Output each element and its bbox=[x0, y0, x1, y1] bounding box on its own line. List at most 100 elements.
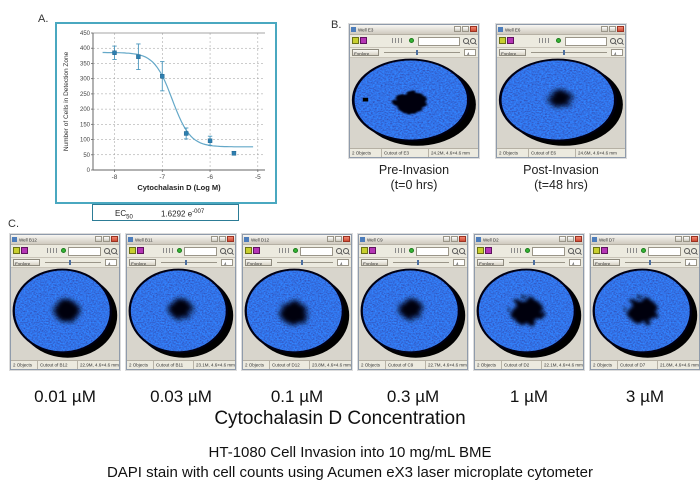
slider-handle[interactable] bbox=[562, 50, 565, 55]
maximize-button[interactable] bbox=[335, 236, 342, 242]
maximize-button[interactable] bbox=[103, 236, 110, 242]
zoom-in-icon[interactable] bbox=[610, 38, 616, 44]
minimize-button[interactable] bbox=[559, 236, 566, 242]
minimize-button[interactable] bbox=[675, 236, 682, 242]
zoom-in-icon[interactable] bbox=[568, 248, 574, 254]
close-button[interactable] bbox=[343, 236, 350, 242]
minimize-button[interactable] bbox=[95, 236, 102, 242]
histogram-icon[interactable] bbox=[162, 248, 173, 253]
zoom-in-icon[interactable] bbox=[104, 248, 110, 254]
zoom-slider[interactable] bbox=[393, 260, 449, 265]
toolbar-field[interactable] bbox=[532, 247, 565, 256]
histogram-icon[interactable] bbox=[510, 248, 521, 253]
maximize-button[interactable] bbox=[609, 26, 616, 32]
zoom-slider[interactable] bbox=[384, 50, 460, 55]
channel-yellow-icon[interactable] bbox=[13, 247, 20, 254]
channel-magenta-icon[interactable] bbox=[137, 247, 144, 254]
zoom-slider[interactable] bbox=[531, 50, 607, 55]
histogram-icon[interactable] bbox=[539, 38, 550, 43]
close-button[interactable] bbox=[575, 236, 582, 242]
toolbar-field[interactable] bbox=[416, 247, 449, 256]
toolbar-field[interactable] bbox=[184, 247, 217, 256]
histogram-icon[interactable] bbox=[46, 248, 57, 253]
channel-magenta-icon[interactable] bbox=[485, 247, 492, 254]
explore-button[interactable]: Explore... bbox=[129, 259, 156, 266]
zoom-out-icon[interactable] bbox=[691, 248, 697, 254]
toolbar-field[interactable] bbox=[648, 247, 681, 256]
zoom-in-icon[interactable] bbox=[463, 38, 469, 44]
maximize-button[interactable] bbox=[451, 236, 458, 242]
window-titlebar[interactable]: Well C9 bbox=[359, 235, 467, 245]
channel-yellow-icon[interactable] bbox=[361, 247, 368, 254]
minimize-button[interactable] bbox=[443, 236, 450, 242]
close-button[interactable] bbox=[111, 236, 118, 242]
zoom-out-icon[interactable] bbox=[343, 248, 349, 254]
maximize-button[interactable] bbox=[462, 26, 469, 32]
explore-button[interactable]: Explore... bbox=[245, 259, 272, 266]
histogram-icon[interactable] bbox=[278, 248, 289, 253]
zoom-in-icon[interactable] bbox=[684, 248, 690, 254]
maximize-button[interactable] bbox=[683, 236, 690, 242]
minimize-button[interactable] bbox=[601, 26, 608, 32]
minimize-button[interactable] bbox=[454, 26, 461, 32]
maximize-button[interactable] bbox=[219, 236, 226, 242]
window-titlebar[interactable]: Well B11 bbox=[127, 235, 235, 245]
minimize-button[interactable] bbox=[211, 236, 218, 242]
channel-yellow-icon[interactable] bbox=[245, 247, 252, 254]
close-button[interactable] bbox=[470, 26, 477, 32]
toolbar-field[interactable] bbox=[68, 247, 101, 256]
zoom-slider[interactable] bbox=[45, 260, 101, 265]
window-titlebar[interactable]: Well D12 bbox=[243, 235, 351, 245]
channel-magenta-icon[interactable] bbox=[253, 247, 260, 254]
slider-handle[interactable] bbox=[300, 260, 303, 265]
close-button[interactable] bbox=[617, 26, 624, 32]
window-titlebar[interactable]: Well D7 bbox=[591, 235, 699, 245]
channel-yellow-icon[interactable] bbox=[499, 37, 506, 44]
channel-magenta-icon[interactable] bbox=[601, 247, 608, 254]
close-button[interactable] bbox=[227, 236, 234, 242]
toolbar-field[interactable] bbox=[564, 37, 607, 46]
zoom-in-icon[interactable] bbox=[220, 248, 226, 254]
slider-handle[interactable] bbox=[68, 260, 71, 265]
explore-button[interactable]: Explore... bbox=[352, 49, 379, 56]
channel-magenta-icon[interactable] bbox=[507, 37, 514, 44]
zoom-out-icon[interactable] bbox=[459, 248, 465, 254]
channel-yellow-icon[interactable] bbox=[352, 37, 359, 44]
window-titlebar[interactable]: Well B12 bbox=[11, 235, 119, 245]
explore-button[interactable]: Explore... bbox=[593, 259, 620, 266]
zoom-slider[interactable] bbox=[161, 260, 217, 265]
channel-magenta-icon[interactable] bbox=[369, 247, 376, 254]
histogram-icon[interactable] bbox=[626, 248, 637, 253]
zoom-slider[interactable] bbox=[509, 260, 565, 265]
zoom-out-icon[interactable] bbox=[111, 248, 117, 254]
slider-handle[interactable] bbox=[532, 260, 535, 265]
histogram-icon[interactable] bbox=[394, 248, 405, 253]
close-button[interactable] bbox=[459, 236, 466, 242]
channel-yellow-icon[interactable] bbox=[129, 247, 136, 254]
toolbar-field[interactable] bbox=[417, 37, 460, 46]
channel-magenta-icon[interactable] bbox=[21, 247, 28, 254]
maximize-button[interactable] bbox=[567, 236, 574, 242]
explore-button[interactable]: Explore... bbox=[499, 49, 526, 56]
zoom-slider[interactable] bbox=[277, 260, 333, 265]
zoom-out-icon[interactable] bbox=[617, 38, 623, 44]
channel-yellow-icon[interactable] bbox=[593, 247, 600, 254]
zoom-in-icon[interactable] bbox=[336, 248, 342, 254]
toolbar-field[interactable] bbox=[300, 247, 333, 256]
zoom-slider[interactable] bbox=[625, 260, 681, 265]
zoom-in-icon[interactable] bbox=[452, 248, 458, 254]
explore-button[interactable]: Explore... bbox=[361, 259, 388, 266]
channel-yellow-icon[interactable] bbox=[477, 247, 484, 254]
close-button[interactable] bbox=[691, 236, 698, 242]
window-titlebar[interactable]: Well D2 bbox=[475, 235, 583, 245]
slider-handle[interactable] bbox=[416, 260, 419, 265]
explore-button[interactable]: Explore... bbox=[13, 259, 40, 266]
slider-handle[interactable] bbox=[184, 260, 187, 265]
slider-handle[interactable] bbox=[648, 260, 651, 265]
window-titlebar[interactable]: Well E3 bbox=[350, 25, 478, 35]
slider-handle[interactable] bbox=[415, 50, 418, 55]
minimize-button[interactable] bbox=[327, 236, 334, 242]
window-titlebar[interactable]: Well E6 bbox=[497, 25, 625, 35]
channel-magenta-icon[interactable] bbox=[360, 37, 367, 44]
zoom-out-icon[interactable] bbox=[575, 248, 581, 254]
